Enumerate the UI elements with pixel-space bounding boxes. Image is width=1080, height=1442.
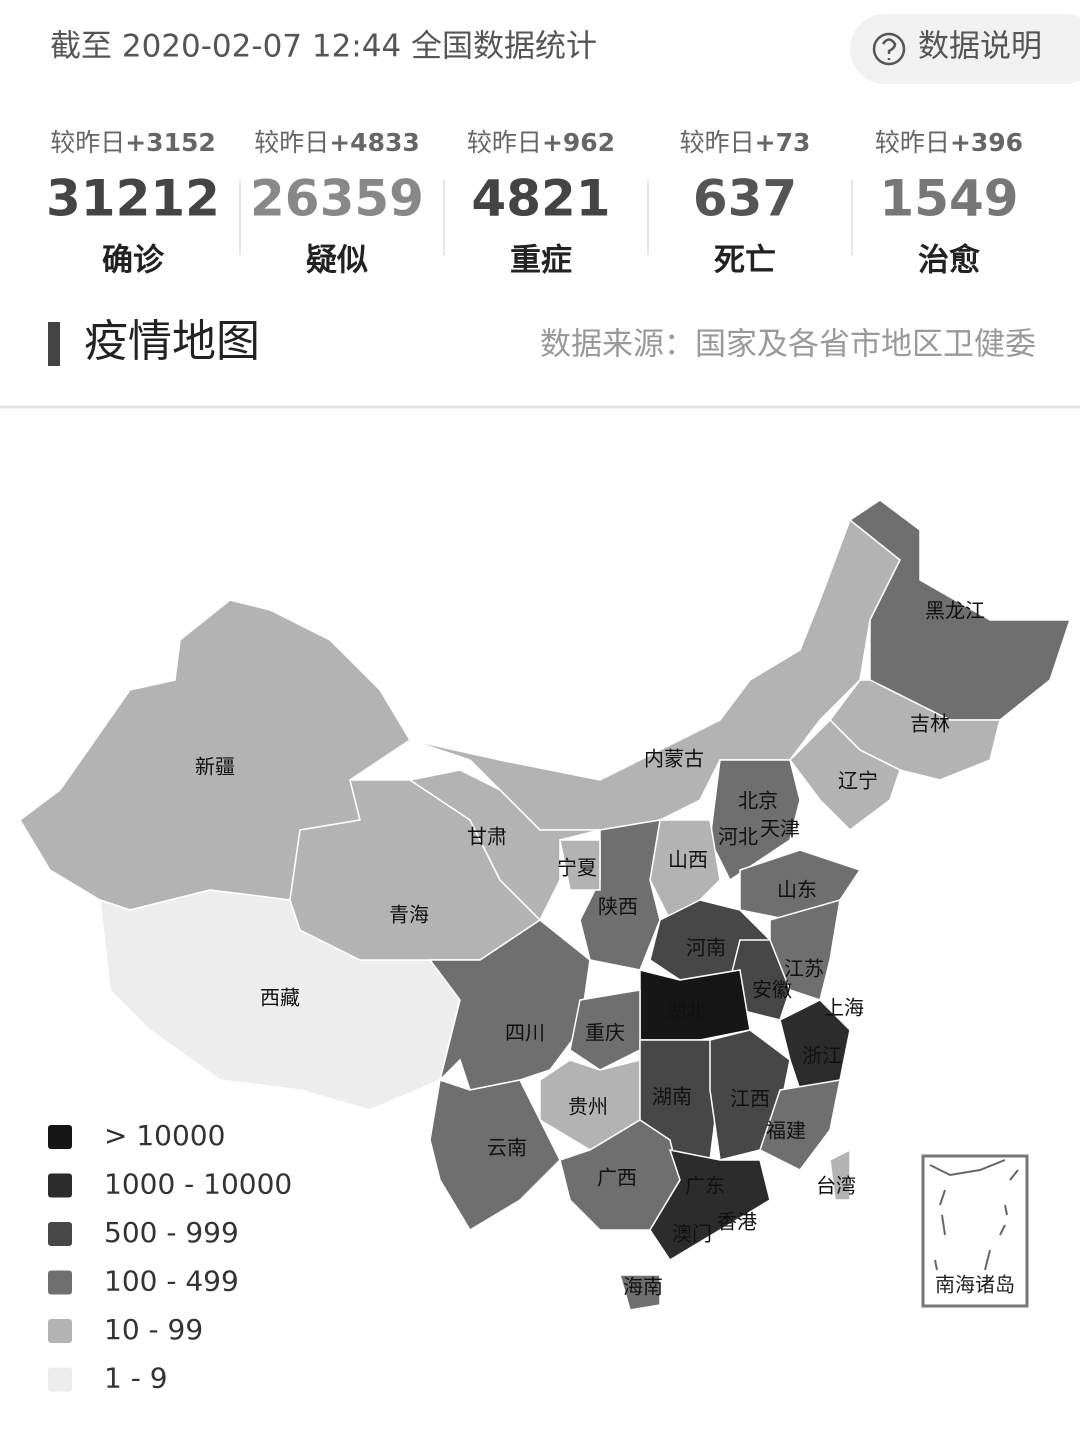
legend-swatch bbox=[48, 1173, 72, 1198]
change-prefix: 较昨日 bbox=[254, 128, 329, 157]
legend-swatch bbox=[48, 1367, 72, 1392]
region-label: 辽宁 bbox=[838, 769, 878, 793]
inset: 南海诸岛 bbox=[921, 1154, 1029, 1308]
region-label: 陕西 bbox=[598, 895, 638, 919]
region-label: 内蒙古 bbox=[644, 747, 704, 771]
region-label: 台湾 bbox=[816, 1174, 856, 1198]
legend-label: 1000 - 10000 bbox=[104, 1168, 292, 1201]
region-label: 澳门 bbox=[672, 1222, 712, 1246]
stat-label: 治愈 bbox=[918, 243, 980, 279]
legend-label: 500 - 999 bbox=[104, 1216, 239, 1249]
stat-value: 4821 bbox=[471, 170, 610, 228]
region-label: 山西 bbox=[668, 848, 708, 872]
region-shape bbox=[569, 989, 641, 1071]
stat-change: 较昨日+396 bbox=[875, 128, 1023, 157]
stat-change: 较昨日+962 bbox=[467, 128, 615, 157]
change-prefix: 较昨日 bbox=[680, 128, 755, 157]
change-value: +4833 bbox=[329, 128, 420, 157]
stat-change: 较昨日+4833 bbox=[254, 128, 420, 157]
region-label: 山东 bbox=[777, 878, 817, 902]
help-label[interactable]: 数据说明 bbox=[918, 29, 1042, 65]
region-label: 广东 bbox=[685, 1174, 725, 1198]
legend-label: 1 - 9 bbox=[104, 1362, 168, 1395]
region-label: 河北 bbox=[718, 825, 758, 849]
region-label: 上海 bbox=[824, 996, 864, 1020]
legend-swatch bbox=[48, 1270, 72, 1295]
stat-value: 637 bbox=[693, 170, 797, 228]
region-shape bbox=[829, 679, 1001, 781]
button-bg[interactable] bbox=[850, 14, 1080, 84]
change-prefix: 较昨日 bbox=[50, 128, 125, 157]
inset-islands bbox=[929, 1159, 1019, 1271]
stat-label: 确诊 bbox=[102, 243, 165, 279]
region-label: 香港 bbox=[717, 1210, 757, 1234]
region-label: 云南 bbox=[487, 1136, 527, 1160]
region-label: 安徽 bbox=[752, 978, 792, 1002]
region-shape bbox=[829, 1148, 851, 1201]
stat-value: 26359 bbox=[250, 170, 424, 228]
stat-label: 死亡 bbox=[714, 243, 776, 279]
region-shape bbox=[429, 1079, 561, 1232]
legend-swatch bbox=[48, 1125, 72, 1149]
legend-swatch bbox=[48, 1222, 72, 1246]
region-label: 青海 bbox=[389, 903, 429, 927]
region-label: 甘肃 bbox=[467, 825, 507, 849]
legend-label: > 10000 bbox=[104, 1119, 225, 1152]
section-bar bbox=[48, 322, 60, 366]
legend-label: 100 - 499 bbox=[104, 1265, 239, 1298]
legend-swatch bbox=[48, 1319, 72, 1343]
stat-label: 疑似 bbox=[306, 243, 368, 279]
inset-frame bbox=[921, 1154, 1029, 1308]
region-label: 河南 bbox=[686, 936, 726, 960]
help-icon-mark[interactable] bbox=[881, 38, 897, 61]
region-shape bbox=[649, 1149, 771, 1262]
region-label: 江苏 bbox=[784, 957, 824, 981]
region-label: 北京 bbox=[738, 789, 778, 813]
region-label: 四川 bbox=[505, 1021, 545, 1045]
region-label: 江西 bbox=[730, 1087, 770, 1111]
region-label: 新疆 bbox=[195, 755, 235, 779]
region-label: 天津 bbox=[760, 817, 800, 841]
region-shape bbox=[559, 839, 601, 891]
region-shape bbox=[759, 1079, 841, 1171]
region-label: 宁夏 bbox=[557, 856, 597, 880]
stat-change: 较昨日+73 bbox=[680, 128, 811, 157]
change-value: +396 bbox=[950, 128, 1023, 157]
stat-change: 较昨日+3152 bbox=[50, 128, 216, 157]
header-title: 截至 2020-02-07 12:44 全国数据统计 bbox=[50, 29, 597, 65]
region-shape bbox=[848, 499, 1072, 721]
legend-label: 10 - 99 bbox=[104, 1313, 203, 1346]
region-shape bbox=[789, 718, 901, 831]
region-shape bbox=[619, 1274, 661, 1311]
region-label: 重庆 bbox=[585, 1021, 625, 1045]
region-label: 西藏 bbox=[260, 986, 300, 1010]
inset-label: 南海诸岛 bbox=[935, 1273, 1015, 1297]
region-label: 黑龙江 bbox=[925, 599, 985, 623]
change-prefix: 较昨日 bbox=[467, 128, 542, 157]
region-label: 福建 bbox=[766, 1119, 806, 1143]
help-icon[interactable] bbox=[872, 32, 906, 66]
section-title: 疫情地图 bbox=[84, 316, 260, 367]
region-shape bbox=[428, 919, 591, 1091]
region-label: 浙江 bbox=[802, 1044, 842, 1068]
help-button[interactable]: 数据说明 bbox=[850, 14, 1080, 84]
stat-value: 1549 bbox=[879, 170, 1018, 228]
region-label: 贵州 bbox=[568, 1095, 608, 1119]
change-value: +3152 bbox=[125, 128, 216, 157]
region-label: 吉林 bbox=[910, 712, 950, 736]
change-value: +73 bbox=[755, 128, 811, 157]
region-label: 湖北 bbox=[666, 999, 706, 1023]
change-prefix: 较昨日 bbox=[875, 128, 950, 157]
region-label: 湖南 bbox=[652, 1085, 692, 1109]
data-source: 数据来源：国家及各省市地区卫健委 bbox=[540, 327, 1036, 363]
stat-label: 重症 bbox=[510, 243, 572, 279]
region-label: 广西 bbox=[597, 1166, 637, 1190]
stat-value: 31212 bbox=[46, 170, 220, 228]
change-value: +962 bbox=[542, 128, 615, 157]
region-label: 海南 bbox=[623, 1275, 663, 1299]
map bbox=[19, 498, 1072, 1311]
